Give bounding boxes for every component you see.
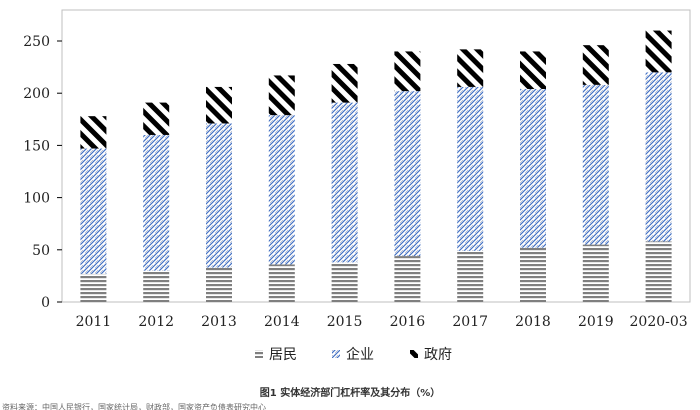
bar-2016-household (394, 256, 421, 302)
bar-2011-government (80, 116, 107, 149)
bar-2017-household (457, 250, 484, 302)
legend-swatch (332, 350, 340, 358)
bar-2019-household (582, 244, 609, 302)
x-tick-label: 2017 (452, 314, 488, 330)
y-tick-label: 150 (23, 138, 50, 154)
bar-2015-household (331, 262, 358, 302)
y-tick-label: 100 (23, 191, 50, 207)
bar-2017-enterprise (457, 86, 484, 251)
x-tick-label: 2016 (390, 314, 426, 330)
bar-2016-enterprise (394, 91, 421, 257)
bar-2015-enterprise (331, 102, 358, 263)
legend-label: 居民 (269, 347, 297, 363)
bar-2017-government (457, 49, 484, 87)
x-tick-label: 2019 (578, 314, 614, 330)
bar-2014-household (268, 264, 295, 302)
bar-2011-enterprise (80, 148, 107, 274)
bar-2012-government (143, 102, 170, 135)
y-tick-label: 200 (23, 86, 50, 102)
bar-2013-enterprise (206, 123, 232, 268)
bar-2013-government (206, 86, 232, 124)
x-tick-label: 2013 (201, 314, 237, 330)
bar-2016-government (394, 51, 421, 92)
bar-2019-enterprise (582, 84, 609, 245)
bar-2011-household (80, 273, 107, 302)
bar-2018-enterprise (520, 89, 546, 248)
bar-2020-03-government (645, 30, 672, 73)
x-tick-label: 2012 (138, 314, 174, 330)
bar-2019-government (582, 45, 609, 85)
legend-swatch (410, 350, 418, 358)
bar-2012-enterprise (143, 134, 170, 271)
x-tick-label: 2020-03 (630, 314, 688, 330)
chart-plot: 0 50 100 150 200 250 2011 2012 2013 2014 2015 2016… (23, 9, 691, 363)
figure-caption: 图1 实体经济部门杠杆率及其分布（%） (259, 388, 441, 399)
bar-2012-household (143, 270, 170, 302)
bar-2018-government (520, 51, 546, 90)
x-tick-label: 2011 (76, 314, 112, 330)
bar-2020-03-household (645, 241, 672, 302)
x-tick-label: 2014 (264, 314, 300, 330)
bar-2014-enterprise (268, 115, 295, 265)
bar-2020-03-enterprise (645, 72, 672, 242)
bar-2015-government (331, 63, 358, 103)
legend-swatch (255, 350, 263, 358)
bar-2014-government (268, 75, 295, 116)
x-tick-label: 2015 (327, 314, 363, 330)
y-tick-label: 250 (23, 34, 50, 50)
bar-2018-household (520, 247, 546, 302)
source-note: 资料来源：中国人民银行，国家统计局，财政部，国家资产负债表研究中心 (2, 403, 266, 410)
bar-2013-household (206, 267, 232, 302)
legend-label: 企业 (346, 346, 374, 363)
x-tick-label: 2018 (515, 314, 551, 330)
y-tick-label: 0 (41, 295, 50, 311)
y-tick-label: 50 (32, 243, 50, 259)
legend-label: 政府 (424, 347, 452, 363)
